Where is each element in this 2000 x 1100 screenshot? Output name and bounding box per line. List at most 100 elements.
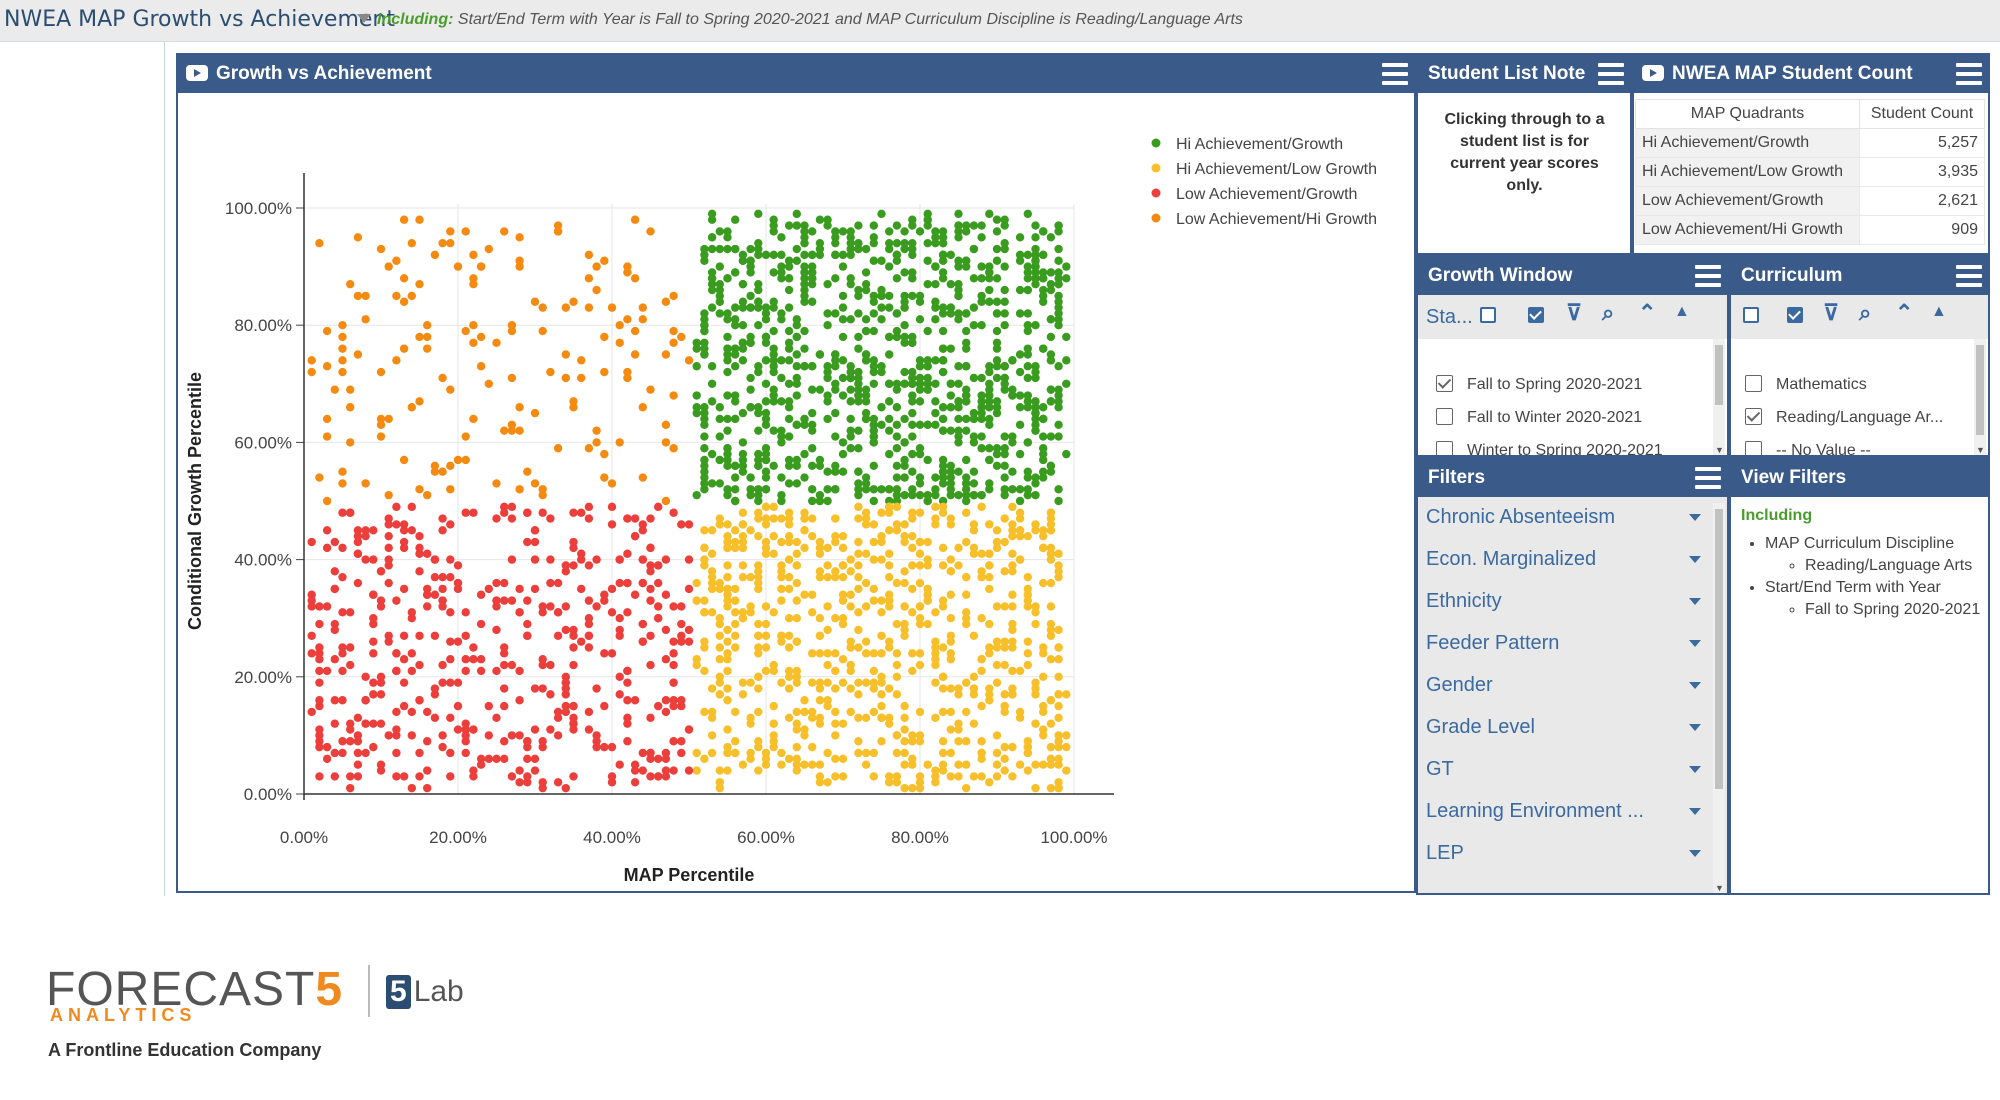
scatter-point[interactable] — [900, 297, 909, 306]
scatter-point[interactable] — [854, 561, 863, 570]
scatter-point[interactable] — [754, 490, 763, 500]
scatter-point[interactable] — [1008, 561, 1017, 570]
scatter-point[interactable] — [815, 684, 825, 693]
scatter-point[interactable] — [1015, 760, 1025, 769]
scatter-point[interactable] — [892, 332, 902, 342]
scatter-point[interactable] — [715, 520, 724, 529]
scatter-point[interactable] — [700, 643, 709, 652]
scatter-point[interactable] — [738, 461, 748, 471]
scatter-point[interactable] — [746, 256, 755, 265]
scatter-point[interactable] — [754, 707, 763, 717]
scatter-point[interactable] — [769, 227, 778, 236]
scatter-point[interactable] — [1054, 221, 1063, 230]
scatter-point[interactable] — [923, 561, 932, 570]
scatter-point[interactable] — [700, 561, 709, 570]
scatter-point[interactable] — [1046, 233, 1056, 242]
scatter-point[interactable] — [1039, 455, 1048, 465]
scatter-point[interactable] — [915, 362, 925, 371]
scatter-point[interactable] — [1000, 701, 1009, 711]
scatter-point[interactable] — [1046, 508, 1056, 517]
scatter-point[interactable] — [592, 731, 601, 740]
scatter-point[interactable] — [892, 274, 902, 283]
scatter-point[interactable] — [777, 514, 786, 523]
scatter-point[interactable] — [1000, 297, 1009, 306]
scatter-point[interactable] — [861, 760, 871, 769]
scatter-point[interactable] — [515, 403, 524, 412]
scatter-point[interactable] — [1000, 221, 1009, 230]
scatter-point[interactable] — [1054, 391, 1063, 400]
scatter-point[interactable] — [446, 227, 455, 236]
scatter-point[interactable] — [1023, 326, 1032, 336]
scatter-point[interactable] — [946, 303, 955, 312]
scatter-point[interactable] — [846, 362, 855, 371]
scatter-point[interactable] — [561, 625, 570, 635]
scatter-point[interactable] — [1000, 309, 1009, 318]
scatter-point[interactable] — [353, 549, 363, 558]
scatter-point[interactable] — [800, 326, 809, 336]
scatter-point[interactable] — [908, 649, 917, 658]
scatter-point[interactable] — [700, 467, 709, 476]
scatter-point[interactable] — [808, 678, 817, 687]
scatter-point[interactable] — [846, 707, 855, 717]
scatter-point[interactable] — [761, 549, 771, 558]
scatter-point[interactable] — [777, 274, 786, 283]
scatter-point[interactable] — [1054, 760, 1063, 769]
scatter-point[interactable] — [915, 578, 925, 588]
scatter-point[interactable] — [731, 643, 740, 652]
scatter-point[interactable] — [715, 778, 724, 787]
scatter-point[interactable] — [854, 379, 863, 388]
scatter-point[interactable] — [577, 584, 586, 594]
scatter-point[interactable] — [746, 473, 755, 482]
scatter-point[interactable] — [985, 561, 994, 570]
scatter-point[interactable] — [438, 373, 447, 383]
scatter-point[interactable] — [954, 426, 963, 435]
scatter-point[interactable] — [992, 526, 1002, 535]
scatter-point[interactable] — [784, 754, 794, 764]
scatter-point[interactable] — [915, 778, 925, 787]
scatter-point[interactable] — [1054, 315, 1063, 324]
scatter-point[interactable] — [969, 244, 979, 254]
scatter-point[interactable] — [715, 514, 724, 523]
scatter-point[interactable] — [969, 672, 979, 681]
scatter-point[interactable] — [731, 362, 740, 371]
scatter-point[interactable] — [915, 479, 925, 488]
scatter-point[interactable] — [476, 754, 486, 764]
scatter-point[interactable] — [738, 438, 748, 447]
scatter-point[interactable] — [723, 332, 732, 342]
scatter-point[interactable] — [761, 397, 771, 406]
scatter-point[interactable] — [600, 449, 609, 459]
scatter-point[interactable] — [461, 326, 470, 336]
scatter-point[interactable] — [846, 590, 855, 599]
scatter-point[interactable] — [738, 561, 748, 570]
scatter-point[interactable] — [831, 572, 840, 582]
scatter-point[interactable] — [376, 567, 386, 576]
scatter-point[interactable] — [1015, 707, 1025, 717]
scatter-point[interactable] — [792, 766, 801, 775]
scatter-point[interactable] — [800, 250, 809, 260]
scatter-point[interactable] — [1015, 666, 1025, 676]
scatter-point[interactable] — [715, 690, 724, 699]
scatter-point[interactable] — [962, 496, 971, 506]
scatter-point[interactable] — [908, 238, 917, 248]
scatter-point[interactable] — [854, 238, 863, 248]
scatter-point[interactable] — [846, 602, 855, 611]
scatter-point[interactable] — [954, 379, 963, 388]
scatter-point[interactable] — [384, 514, 393, 523]
scatter-point[interactable] — [1031, 250, 1040, 260]
scatter-point[interactable] — [784, 672, 794, 681]
scatter-point[interactable] — [885, 414, 894, 424]
scatter-point[interactable] — [638, 315, 647, 324]
scatter-point[interactable] — [1046, 578, 1056, 588]
scatter-point[interactable] — [707, 578, 717, 588]
scatter-point[interactable] — [1008, 385, 1017, 394]
scatter-point[interactable] — [738, 614, 748, 623]
scatter-point[interactable] — [792, 707, 801, 717]
scatter-point[interactable] — [399, 215, 409, 224]
scatter-point[interactable] — [854, 608, 863, 617]
scatter-point[interactable] — [700, 321, 709, 330]
scatter-point[interactable] — [538, 490, 547, 500]
scatter-point[interactable] — [461, 737, 470, 746]
scatter-point[interactable] — [415, 696, 424, 705]
scatter-point[interactable] — [569, 297, 578, 306]
scatter-point[interactable] — [399, 584, 409, 594]
